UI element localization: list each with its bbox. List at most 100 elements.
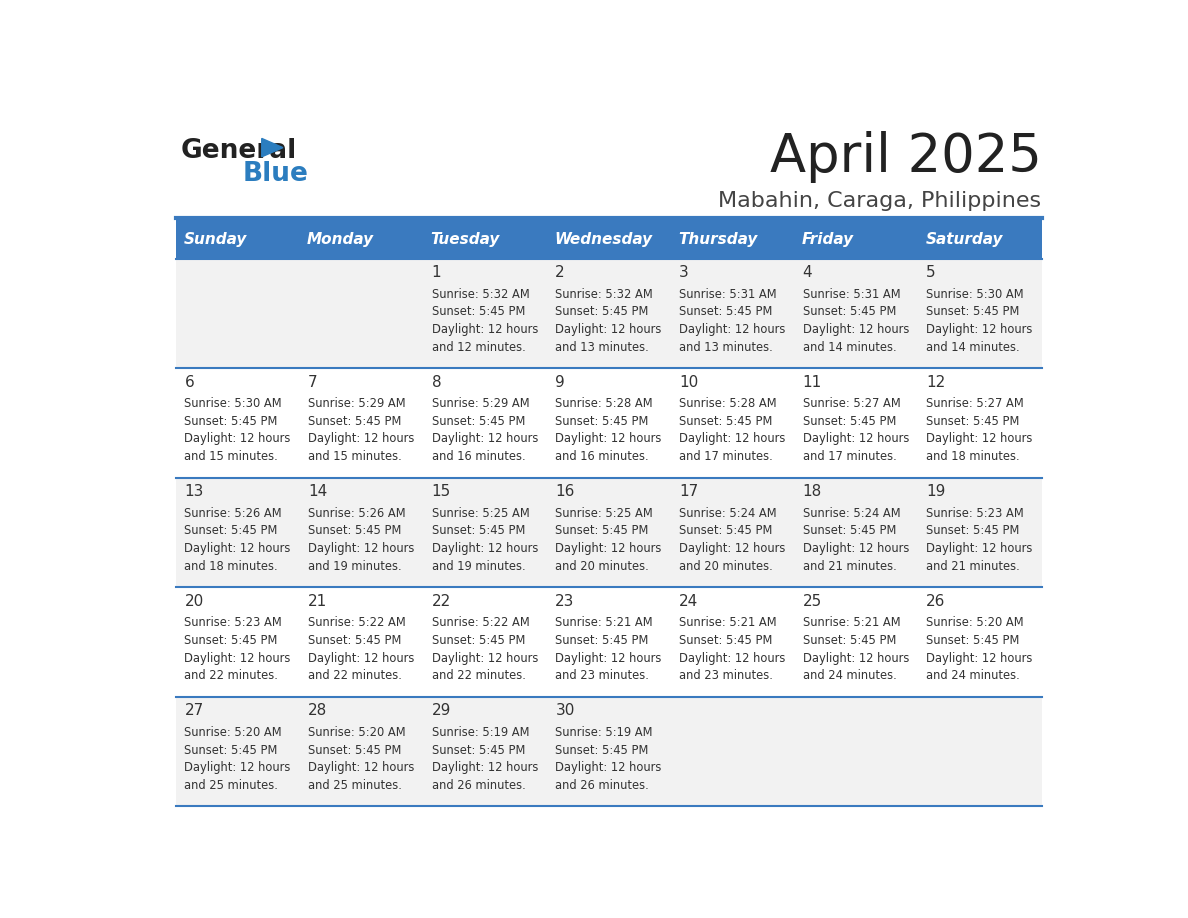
Text: 17: 17 — [680, 484, 699, 499]
Text: and 24 minutes.: and 24 minutes. — [927, 669, 1020, 682]
Text: Sunrise: 5:19 AM: Sunrise: 5:19 AM — [431, 726, 529, 739]
Text: Sunrise: 5:24 AM: Sunrise: 5:24 AM — [803, 507, 901, 520]
Text: 1: 1 — [431, 265, 441, 280]
Text: Sunset: 5:45 PM: Sunset: 5:45 PM — [308, 744, 402, 756]
Text: and 22 minutes.: and 22 minutes. — [431, 669, 525, 682]
Text: Sunrise: 5:26 AM: Sunrise: 5:26 AM — [184, 507, 282, 520]
Text: Daylight: 12 hours: Daylight: 12 hours — [555, 761, 662, 774]
Text: and 14 minutes.: and 14 minutes. — [803, 341, 896, 353]
Text: Sunday: Sunday — [183, 231, 247, 247]
Text: Daylight: 12 hours: Daylight: 12 hours — [431, 542, 538, 555]
Text: Thursday: Thursday — [678, 231, 758, 247]
Text: Sunrise: 5:28 AM: Sunrise: 5:28 AM — [680, 397, 777, 410]
Text: Daylight: 12 hours: Daylight: 12 hours — [431, 652, 538, 665]
Text: and 25 minutes.: and 25 minutes. — [184, 778, 278, 792]
Text: Sunset: 5:45 PM: Sunset: 5:45 PM — [803, 524, 896, 537]
Text: 9: 9 — [555, 375, 565, 389]
Text: and 19 minutes.: and 19 minutes. — [308, 560, 402, 573]
Text: and 17 minutes.: and 17 minutes. — [680, 450, 772, 464]
Text: and 12 minutes.: and 12 minutes. — [431, 341, 525, 353]
Text: and 13 minutes.: and 13 minutes. — [555, 341, 649, 353]
Text: Sunrise: 5:20 AM: Sunrise: 5:20 AM — [927, 616, 1024, 629]
Text: and 20 minutes.: and 20 minutes. — [555, 560, 649, 573]
Text: Friday: Friday — [802, 231, 854, 247]
Text: Daylight: 12 hours: Daylight: 12 hours — [555, 652, 662, 665]
Text: and 21 minutes.: and 21 minutes. — [803, 560, 896, 573]
FancyBboxPatch shape — [176, 697, 1042, 806]
Text: Sunset: 5:45 PM: Sunset: 5:45 PM — [555, 744, 649, 756]
Text: Daylight: 12 hours: Daylight: 12 hours — [927, 652, 1032, 665]
Text: Daylight: 12 hours: Daylight: 12 hours — [803, 323, 909, 336]
Text: Sunrise: 5:29 AM: Sunrise: 5:29 AM — [431, 397, 530, 410]
Text: and 16 minutes.: and 16 minutes. — [555, 450, 649, 464]
Text: Daylight: 12 hours: Daylight: 12 hours — [927, 542, 1032, 555]
Text: Sunset: 5:45 PM: Sunset: 5:45 PM — [431, 744, 525, 756]
Text: and 18 minutes.: and 18 minutes. — [184, 560, 278, 573]
Text: and 20 minutes.: and 20 minutes. — [680, 560, 772, 573]
Text: Sunrise: 5:20 AM: Sunrise: 5:20 AM — [308, 726, 405, 739]
Text: Monday: Monday — [308, 231, 374, 247]
Text: 27: 27 — [184, 703, 203, 718]
Text: Sunrise: 5:32 AM: Sunrise: 5:32 AM — [431, 287, 530, 300]
Text: Sunset: 5:45 PM: Sunset: 5:45 PM — [680, 524, 772, 537]
Text: Sunrise: 5:31 AM: Sunrise: 5:31 AM — [680, 287, 777, 300]
Text: Sunset: 5:45 PM: Sunset: 5:45 PM — [308, 415, 402, 428]
Text: Sunset: 5:45 PM: Sunset: 5:45 PM — [184, 524, 278, 537]
FancyBboxPatch shape — [918, 219, 1042, 259]
Text: Blue: Blue — [242, 161, 309, 187]
Text: Sunrise: 5:22 AM: Sunrise: 5:22 AM — [308, 616, 406, 629]
Text: Sunset: 5:45 PM: Sunset: 5:45 PM — [680, 634, 772, 647]
Text: Sunset: 5:45 PM: Sunset: 5:45 PM — [555, 524, 649, 537]
FancyBboxPatch shape — [176, 219, 299, 259]
Text: 19: 19 — [927, 484, 946, 499]
Text: 28: 28 — [308, 703, 328, 718]
Text: and 24 minutes.: and 24 minutes. — [803, 669, 896, 682]
Text: Daylight: 12 hours: Daylight: 12 hours — [927, 323, 1032, 336]
Text: and 15 minutes.: and 15 minutes. — [184, 450, 278, 464]
Text: 15: 15 — [431, 484, 451, 499]
Text: Sunrise: 5:25 AM: Sunrise: 5:25 AM — [555, 507, 653, 520]
Text: Daylight: 12 hours: Daylight: 12 hours — [431, 323, 538, 336]
Text: Sunset: 5:45 PM: Sunset: 5:45 PM — [927, 524, 1019, 537]
FancyBboxPatch shape — [671, 219, 795, 259]
Text: Daylight: 12 hours: Daylight: 12 hours — [431, 761, 538, 774]
Text: Daylight: 12 hours: Daylight: 12 hours — [803, 652, 909, 665]
Text: and 16 minutes.: and 16 minutes. — [431, 450, 525, 464]
Text: and 26 minutes.: and 26 minutes. — [555, 778, 649, 792]
Text: 7: 7 — [308, 375, 317, 389]
Text: Sunrise: 5:21 AM: Sunrise: 5:21 AM — [680, 616, 777, 629]
Text: Sunset: 5:45 PM: Sunset: 5:45 PM — [803, 634, 896, 647]
Text: Daylight: 12 hours: Daylight: 12 hours — [184, 761, 291, 774]
Text: Sunset: 5:45 PM: Sunset: 5:45 PM — [431, 306, 525, 319]
Text: April 2025: April 2025 — [770, 131, 1042, 184]
FancyBboxPatch shape — [176, 477, 1042, 588]
Text: and 26 minutes.: and 26 minutes. — [431, 778, 525, 792]
Text: Sunrise: 5:22 AM: Sunrise: 5:22 AM — [431, 616, 530, 629]
Text: 16: 16 — [555, 484, 575, 499]
Text: Sunrise: 5:30 AM: Sunrise: 5:30 AM — [184, 397, 282, 410]
Text: Sunset: 5:45 PM: Sunset: 5:45 PM — [184, 415, 278, 428]
Text: 10: 10 — [680, 375, 699, 389]
FancyBboxPatch shape — [423, 219, 546, 259]
Text: Mabahin, Caraga, Philippines: Mabahin, Caraga, Philippines — [719, 192, 1042, 211]
Text: Sunset: 5:45 PM: Sunset: 5:45 PM — [680, 415, 772, 428]
Text: Daylight: 12 hours: Daylight: 12 hours — [803, 542, 909, 555]
Text: Tuesday: Tuesday — [431, 231, 500, 247]
Text: Daylight: 12 hours: Daylight: 12 hours — [308, 761, 415, 774]
Text: 24: 24 — [680, 594, 699, 609]
Text: and 23 minutes.: and 23 minutes. — [680, 669, 773, 682]
Text: Sunset: 5:45 PM: Sunset: 5:45 PM — [927, 306, 1019, 319]
Text: and 22 minutes.: and 22 minutes. — [308, 669, 402, 682]
Text: 5: 5 — [927, 265, 936, 280]
Text: Daylight: 12 hours: Daylight: 12 hours — [184, 652, 291, 665]
Text: Sunset: 5:45 PM: Sunset: 5:45 PM — [184, 634, 278, 647]
Text: Daylight: 12 hours: Daylight: 12 hours — [184, 432, 291, 445]
Text: Sunset: 5:45 PM: Sunset: 5:45 PM — [803, 415, 896, 428]
Text: Sunrise: 5:27 AM: Sunrise: 5:27 AM — [927, 397, 1024, 410]
Text: Saturday: Saturday — [925, 231, 1003, 247]
Text: Sunrise: 5:32 AM: Sunrise: 5:32 AM — [555, 287, 653, 300]
Text: Daylight: 12 hours: Daylight: 12 hours — [555, 542, 662, 555]
Text: 29: 29 — [431, 703, 451, 718]
Text: and 19 minutes.: and 19 minutes. — [431, 560, 525, 573]
Text: Daylight: 12 hours: Daylight: 12 hours — [555, 323, 662, 336]
